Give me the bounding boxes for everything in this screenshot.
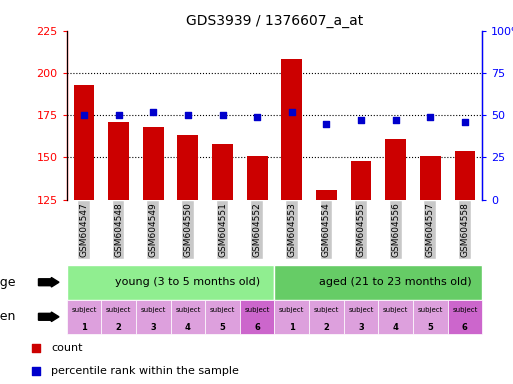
Text: 4: 4 (393, 323, 399, 332)
Text: subject: subject (106, 307, 131, 313)
Bar (447, 300, 482, 334)
Bar (101, 300, 136, 334)
Text: 1: 1 (81, 323, 87, 332)
Point (357, 117, 365, 123)
Point (391, 117, 400, 123)
Bar (73, 85, 94, 200)
Bar (212, 144, 233, 200)
Text: 4: 4 (185, 323, 191, 332)
Text: 3: 3 (150, 323, 156, 332)
Point (114, 112, 123, 118)
Point (149, 109, 157, 115)
Bar (385, 139, 406, 200)
Bar (240, 300, 274, 334)
Bar (378, 300, 413, 334)
Point (32, 367, 40, 374)
Point (426, 114, 435, 120)
Bar (67, 265, 274, 300)
Text: subject: subject (245, 307, 270, 313)
Text: subject: subject (418, 307, 443, 313)
Bar (143, 127, 164, 200)
Text: subject: subject (279, 307, 304, 313)
Bar (136, 300, 170, 334)
Point (80, 112, 88, 118)
Bar (247, 156, 268, 200)
Text: subject: subject (141, 307, 166, 313)
Bar (316, 190, 337, 200)
Text: 5: 5 (427, 323, 433, 332)
Text: 3: 3 (358, 323, 364, 332)
Text: young (3 to 5 months old): young (3 to 5 months old) (115, 277, 261, 287)
Bar (67, 300, 101, 334)
Text: specimen: specimen (0, 310, 15, 323)
Bar (344, 300, 378, 334)
Text: subject: subject (452, 307, 478, 313)
Text: subject: subject (71, 307, 96, 313)
Bar (274, 300, 309, 334)
Text: 1: 1 (289, 323, 294, 332)
Text: subject: subject (175, 307, 201, 313)
Bar (350, 161, 371, 200)
Bar (281, 60, 302, 200)
Text: 2: 2 (324, 323, 329, 332)
Bar (420, 156, 441, 200)
Title: GDS3939 / 1376607_a_at: GDS3939 / 1376607_a_at (186, 14, 363, 28)
Text: subject: subject (210, 307, 235, 313)
Point (461, 119, 469, 125)
Point (32, 345, 40, 351)
Text: subject: subject (348, 307, 373, 313)
Bar (274, 265, 482, 300)
Text: 5: 5 (220, 323, 225, 332)
Bar (177, 136, 198, 200)
Text: subject: subject (314, 307, 339, 313)
Bar (413, 300, 447, 334)
Bar (205, 300, 240, 334)
Text: 6: 6 (254, 323, 260, 332)
Point (253, 114, 261, 120)
Point (322, 121, 330, 127)
Bar (108, 122, 129, 200)
Text: subject: subject (383, 307, 408, 313)
Text: 2: 2 (116, 323, 122, 332)
Text: 6: 6 (462, 323, 468, 332)
Bar (309, 300, 344, 334)
Bar (455, 151, 475, 200)
Text: aged (21 to 23 months old): aged (21 to 23 months old) (319, 277, 472, 287)
Point (219, 112, 227, 118)
Text: percentile rank within the sample: percentile rank within the sample (51, 366, 239, 376)
Bar (170, 300, 205, 334)
Text: age: age (0, 276, 15, 289)
Text: count: count (51, 343, 83, 353)
Point (184, 112, 192, 118)
Point (288, 109, 296, 115)
